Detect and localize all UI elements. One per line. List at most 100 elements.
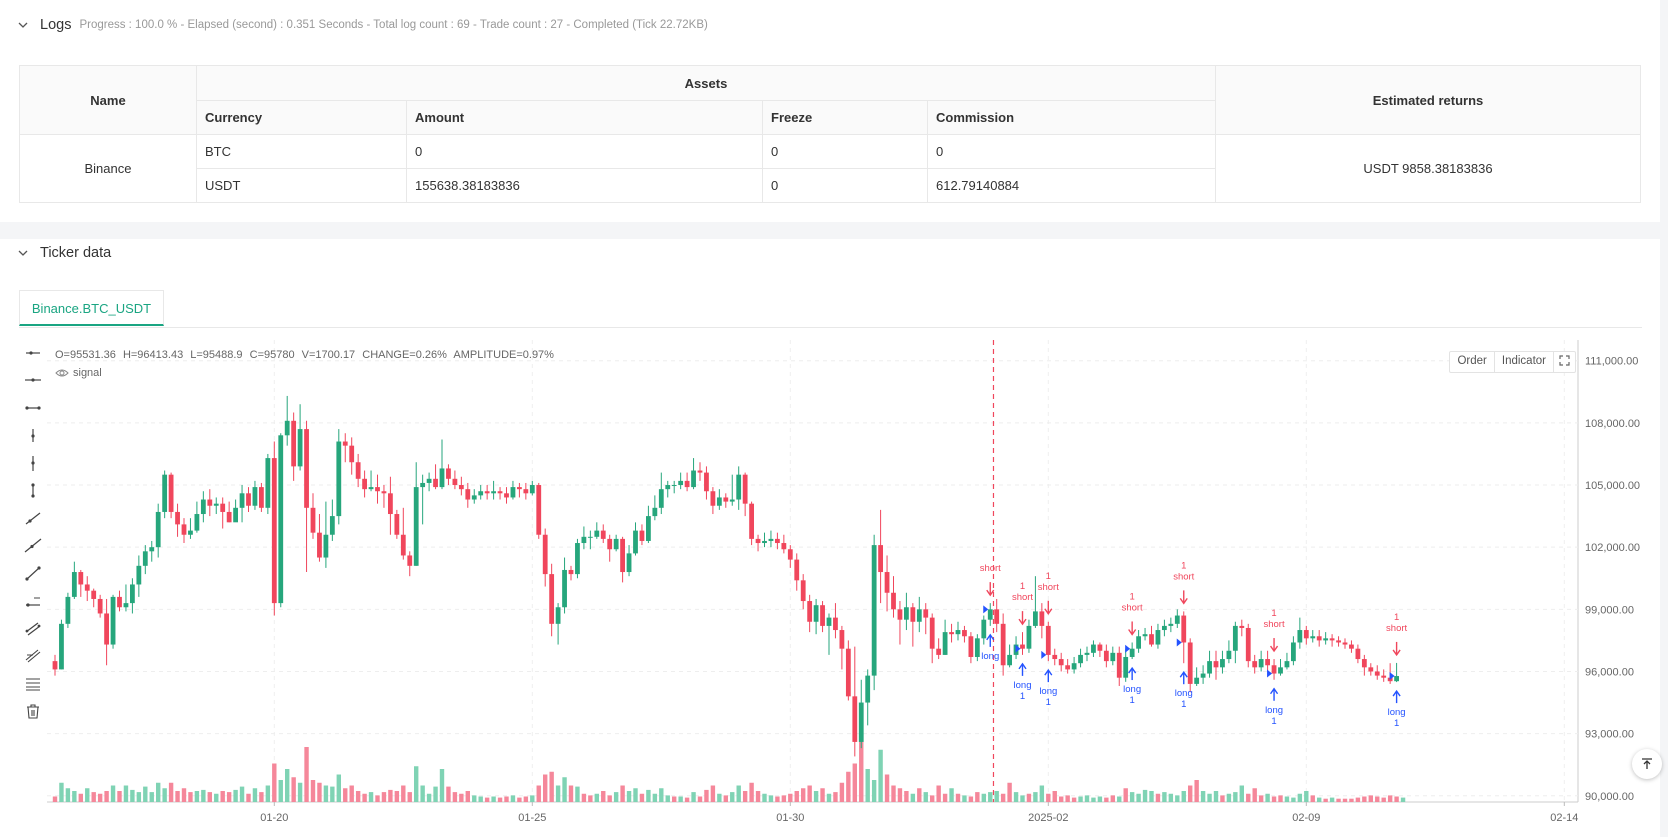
candle-body bbox=[278, 435, 284, 604]
candle-body bbox=[742, 474, 748, 504]
logs-header[interactable]: Logs Progress : 100.0 % - Elapsed (secon… bbox=[18, 13, 708, 37]
candle-body bbox=[117, 596, 122, 608]
candle-body bbox=[691, 470, 696, 488]
volume-bar bbox=[555, 785, 561, 802]
volume-bar bbox=[1059, 796, 1064, 802]
tab-binance-btc-usdt[interactable]: Binance.BTC_USDT bbox=[19, 290, 164, 326]
ohlc-close: C=95780 bbox=[249, 349, 295, 361]
candle-body bbox=[923, 609, 929, 618]
volume-bar bbox=[1213, 791, 1219, 802]
long-signal-label: long bbox=[1265, 705, 1283, 716]
tool-trend-ray[interactable] bbox=[20, 505, 46, 533]
long-arrow-head bbox=[1128, 666, 1137, 674]
short-signal-label: short bbox=[1173, 571, 1194, 582]
chevron-down-icon[interactable] bbox=[18, 20, 28, 30]
volume-bar bbox=[955, 793, 961, 802]
candle-body bbox=[317, 532, 322, 558]
volume-bar bbox=[381, 792, 387, 802]
candle-body bbox=[749, 503, 754, 539]
candle-body bbox=[458, 485, 464, 490]
tool-vertical-ray[interactable] bbox=[20, 423, 46, 451]
candle-body bbox=[297, 429, 303, 467]
scroll-to-top-icon bbox=[1642, 758, 1652, 769]
candle-body bbox=[839, 630, 845, 649]
tool-price-label[interactable] bbox=[20, 588, 46, 616]
volume-bar bbox=[168, 782, 174, 802]
long-signal-label: long bbox=[981, 651, 999, 662]
candle-body bbox=[1284, 661, 1290, 668]
ohlc-open: O=95531.36 bbox=[55, 349, 116, 361]
volume-bar bbox=[801, 788, 806, 802]
candle-body bbox=[194, 514, 200, 531]
volume-bar bbox=[123, 785, 129, 802]
scroll-top-button[interactable] bbox=[1632, 749, 1662, 779]
candle-body bbox=[181, 524, 187, 535]
tab-divider bbox=[19, 327, 1642, 328]
tool-horizontal-line[interactable] bbox=[20, 368, 46, 396]
indicator-button[interactable]: Indicator bbox=[1495, 352, 1554, 372]
tool-horizontal-ray[interactable] bbox=[20, 340, 46, 368]
ticker-header[interactable]: Ticker data bbox=[18, 241, 111, 265]
tool-horizontal-segment[interactable] bbox=[20, 395, 46, 423]
tool-vertical-line[interactable] bbox=[20, 450, 46, 478]
volume-bar bbox=[452, 792, 458, 802]
signal-legend[interactable]: signal bbox=[55, 367, 102, 379]
candle-body bbox=[852, 696, 858, 742]
entry-marker bbox=[983, 605, 989, 614]
trend-line-icon bbox=[24, 538, 42, 553]
y-tick-label: 108,000.00 bbox=[1585, 418, 1640, 430]
candle-body bbox=[658, 489, 664, 508]
fullscreen-button[interactable] bbox=[1554, 352, 1575, 372]
candle-body bbox=[1342, 642, 1348, 645]
tool-fibonacci[interactable] bbox=[20, 643, 46, 671]
vertical-line-icon bbox=[31, 455, 35, 471]
x-tick-label: 01-30 bbox=[776, 812, 804, 824]
order-button[interactable]: Order bbox=[1450, 352, 1495, 372]
short-signal-label: 1 bbox=[1046, 571, 1051, 582]
horizontal-line-icon bbox=[25, 378, 41, 382]
volume-bar bbox=[368, 792, 374, 802]
candle-body bbox=[529, 485, 535, 494]
volume-bar bbox=[375, 795, 380, 802]
volume-bar bbox=[1052, 791, 1057, 802]
tool-trend-line[interactable] bbox=[20, 533, 46, 561]
tool-ruler[interactable] bbox=[20, 670, 46, 698]
tool-trend-segment[interactable] bbox=[20, 560, 46, 588]
volume-bar bbox=[291, 777, 296, 802]
tool-parallel-channel[interactable] bbox=[20, 615, 46, 643]
candle-body bbox=[388, 493, 393, 515]
candle-body bbox=[729, 499, 735, 502]
candle-body bbox=[1097, 644, 1103, 651]
chevron-down-icon[interactable] bbox=[18, 248, 28, 258]
volume-bar bbox=[1078, 796, 1083, 802]
ticker-title: Ticker data bbox=[40, 245, 112, 261]
candle-body bbox=[542, 534, 548, 575]
candle-body bbox=[1297, 630, 1303, 643]
volume-bar bbox=[1136, 793, 1141, 802]
candle-body bbox=[1149, 634, 1154, 645]
tool-vertical-segment[interactable] bbox=[20, 478, 46, 506]
volume-bar bbox=[601, 791, 606, 802]
volume-bar bbox=[510, 795, 516, 802]
candle-body bbox=[568, 569, 574, 575]
volume-bar bbox=[65, 788, 71, 802]
candle-body bbox=[523, 489, 529, 494]
short-arrow-head bbox=[1269, 645, 1279, 653]
tool-trash[interactable] bbox=[20, 698, 46, 726]
volume-bar bbox=[1323, 798, 1328, 802]
volume-bar bbox=[1239, 785, 1244, 802]
eye-icon[interactable] bbox=[55, 368, 69, 378]
candle-body bbox=[807, 601, 813, 622]
candle-body bbox=[78, 572, 84, 585]
candle-body bbox=[1394, 676, 1399, 682]
candle-body bbox=[826, 617, 832, 626]
candle-body bbox=[613, 538, 619, 550]
candle-body bbox=[84, 584, 90, 591]
volume-bar bbox=[678, 796, 683, 802]
volume-bar bbox=[1200, 791, 1206, 802]
volume-bar bbox=[910, 793, 916, 802]
candle-body bbox=[381, 491, 387, 494]
